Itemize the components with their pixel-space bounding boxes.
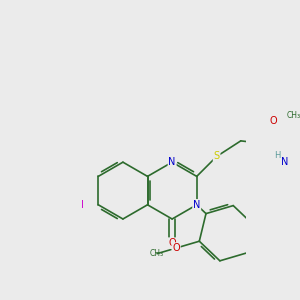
- Text: O: O: [270, 116, 277, 126]
- Text: I: I: [81, 200, 84, 210]
- Text: O: O: [172, 243, 180, 253]
- Text: S: S: [214, 152, 220, 161]
- Text: CH₃: CH₃: [150, 249, 164, 258]
- Text: N: N: [193, 200, 200, 210]
- Text: N: N: [168, 157, 176, 167]
- Text: H: H: [274, 151, 281, 160]
- Text: N: N: [281, 157, 289, 167]
- Text: O: O: [168, 238, 176, 248]
- Text: CH₃: CH₃: [286, 111, 300, 120]
